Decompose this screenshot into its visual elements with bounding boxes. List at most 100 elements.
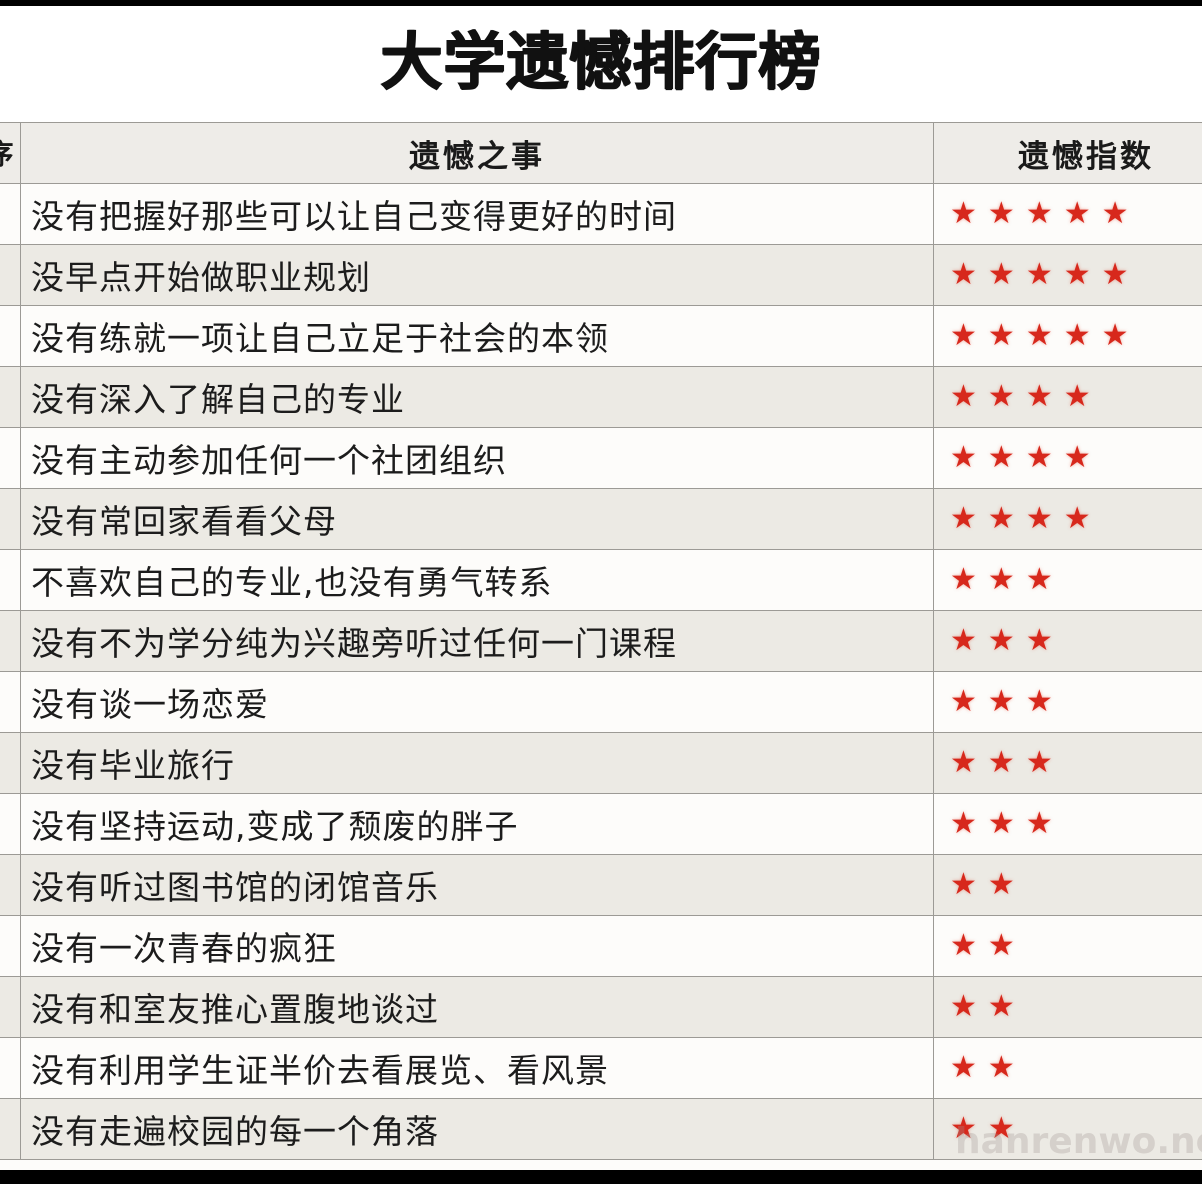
row-score-stars: ★ ★ ★ ★ xyxy=(933,427,1202,489)
row-item-text: 没有把握好那些可以让自己变得更好的时间 xyxy=(20,183,934,245)
star-icon: ★ xyxy=(1025,197,1053,230)
table-row: 没有听过图书馆的闭馆音乐 ★ ★ xyxy=(0,854,1202,916)
star-icon: ★ xyxy=(987,807,1015,840)
star-icon: ★ xyxy=(1025,563,1053,596)
star-icon: ★ xyxy=(1063,441,1091,474)
row-score-stars: ★ ★ ★ xyxy=(933,610,1202,672)
star-icon: ★ xyxy=(1025,319,1053,352)
star-icon: ★ xyxy=(1025,807,1053,840)
bottom-letterbox-bar xyxy=(0,1170,1202,1184)
star-icon: ★ xyxy=(987,441,1015,474)
row-rank-cell xyxy=(0,549,21,611)
row-rank-cell xyxy=(0,671,21,733)
star-icon: ★ xyxy=(987,624,1015,657)
column-header-score: 遗憾指数 xyxy=(933,122,1202,184)
column-header-rank: 序 xyxy=(0,122,21,184)
star-icon: ★ xyxy=(1063,197,1091,230)
table-row: 没有毕业旅行 ★ ★ ★ xyxy=(0,732,1202,794)
star-icon: ★ xyxy=(950,502,977,535)
row-rank-cell xyxy=(0,1037,21,1099)
row-rank-cell xyxy=(0,610,21,672)
table-row: 没有常回家看看父母 ★ ★ ★ ★ xyxy=(0,488,1202,550)
row-score-stars: ★ ★ xyxy=(933,915,1202,977)
row-score-stars: ★ ★ ★ ★ xyxy=(933,366,1202,428)
table-header: 序 遗憾之事 遗憾指数 xyxy=(0,122,1202,184)
table-row: 没有走遍校园的每一个角落 ★ ★ xyxy=(0,1098,1202,1160)
ranking-table: 序 遗憾之事 遗憾指数 没有把握好那些可以让自己变得更好的时间★★★★★没早点开… xyxy=(0,122,1202,1160)
star-icon: ★ xyxy=(950,258,977,291)
star-icon: ★ xyxy=(1025,380,1053,413)
row-score-stars: ★ ★ ★ xyxy=(933,732,1202,794)
ranking-table-container: 序 遗憾之事 遗憾指数 没有把握好那些可以让自己变得更好的时间★★★★★没早点开… xyxy=(0,122,1202,1170)
star-icon: ★ xyxy=(950,1112,977,1145)
page-title: 大学遗憾排行榜 xyxy=(380,25,822,98)
table-row: 没有把握好那些可以让自己变得更好的时间 ★ ★ ★ ★ ★ xyxy=(0,183,1202,245)
star-icon: ★ xyxy=(1063,319,1091,352)
star-icon: ★ xyxy=(1025,441,1053,474)
star-icon: ★ xyxy=(987,319,1015,352)
star-icon: ★ xyxy=(987,1051,1015,1084)
row-item-text: 没有主动参加任何一个社团组织 xyxy=(20,427,934,489)
star-icon: ★ xyxy=(1063,258,1091,291)
top-letterbox-bar xyxy=(0,0,1202,6)
table-row: 没有不为学分纯为兴趣旁听过任何一门课程 ★ ★ ★ xyxy=(0,610,1202,672)
table-row: 没有深入了解自己的专业 ★ ★ ★ ★ xyxy=(0,366,1202,428)
star-icon: ★ xyxy=(950,624,977,657)
row-item-text: 没有听过图书馆的闭馆音乐 xyxy=(20,854,934,916)
star-icon: ★ xyxy=(950,685,977,718)
row-item-text: 不喜欢自己的专业,也没有勇气转系 xyxy=(20,549,934,611)
row-rank-cell xyxy=(0,183,21,245)
row-item-text: 没有走遍校园的每一个角落 xyxy=(20,1098,934,1160)
star-icon: ★ xyxy=(950,868,977,901)
row-item-text: 没有常回家看看父母 xyxy=(20,488,934,550)
table-row: 没有主动参加任何一个社团组织 ★ ★ ★ ★ xyxy=(0,427,1202,489)
table-row: 没有利用学生证半价去看展览、看风景 ★ ★ xyxy=(0,1037,1202,1099)
row-score-stars: ★ ★ ★ ★ xyxy=(933,488,1202,550)
table-row: 没有练就一项让自己立足于社会的本领 ★ ★ ★ ★ ★ xyxy=(0,305,1202,367)
row-rank-cell xyxy=(0,305,21,367)
star-icon: ★ xyxy=(1101,197,1129,230)
table-row: 没有谈一场恋爱 ★ ★ ★ xyxy=(0,671,1202,733)
star-icon: ★ xyxy=(987,258,1015,291)
star-icon: ★ xyxy=(950,441,977,474)
table-row: 没有坚持运动,变成了颓废的胖子 ★ ★ ★ xyxy=(0,793,1202,855)
star-icon: ★ xyxy=(987,1112,1015,1145)
row-rank-cell xyxy=(0,793,21,855)
star-icon: ★ xyxy=(987,746,1015,779)
star-icon: ★ xyxy=(1025,502,1053,535)
star-icon: ★ xyxy=(950,197,977,230)
row-rank-cell xyxy=(0,976,21,1038)
star-icon: ★ xyxy=(950,746,977,779)
row-item-text: 没有和室友推心置腹地谈过 xyxy=(20,976,934,1038)
row-rank-cell xyxy=(0,366,21,428)
row-score-stars: ★ ★ ★ xyxy=(933,549,1202,611)
star-icon: ★ xyxy=(987,868,1015,901)
star-icon: ★ xyxy=(950,807,977,840)
row-rank-cell xyxy=(0,244,21,306)
row-item-text: 没有不为学分纯为兴趣旁听过任何一门课程 xyxy=(20,610,934,672)
table-header-row: 序 遗憾之事 遗憾指数 xyxy=(0,122,1202,184)
row-item-text: 没有练就一项让自己立足于社会的本领 xyxy=(20,305,934,367)
row-rank-cell xyxy=(0,854,21,916)
page-title-container: 大学遗憾排行榜 xyxy=(0,6,1202,118)
star-icon: ★ xyxy=(950,929,977,962)
row-score-stars: ★ ★ ★ ★ ★ xyxy=(933,244,1202,306)
row-rank-cell xyxy=(0,427,21,489)
star-icon: ★ xyxy=(987,990,1015,1023)
star-icon: ★ xyxy=(950,563,977,596)
star-icon: ★ xyxy=(987,929,1015,962)
star-icon: ★ xyxy=(950,319,977,352)
table-body: 没有把握好那些可以让自己变得更好的时间 ★ ★ ★ ★ ★ 没早点开始做职业规划 ★ ★ ★ ★ ★ 没… xyxy=(0,183,1202,1160)
column-header-item: 遗憾之事 xyxy=(20,122,934,184)
star-icon: ★ xyxy=(1101,258,1129,291)
star-icon: ★ xyxy=(987,685,1015,718)
star-icon: ★ xyxy=(1025,685,1053,718)
row-item-text: 没有毕业旅行 xyxy=(20,732,934,794)
table-row: 没有一次青春的疯狂 ★ ★ xyxy=(0,915,1202,977)
table-row: 没有和室友推心置腹地谈过 ★ ★ xyxy=(0,976,1202,1038)
row-score-stars: ★ ★ xyxy=(933,976,1202,1038)
row-rank-cell xyxy=(0,915,21,977)
star-icon: ★ xyxy=(987,380,1015,413)
star-icon: ★ xyxy=(987,197,1015,230)
table-row: 没早点开始做职业规划 ★ ★ ★ ★ ★ xyxy=(0,244,1202,306)
